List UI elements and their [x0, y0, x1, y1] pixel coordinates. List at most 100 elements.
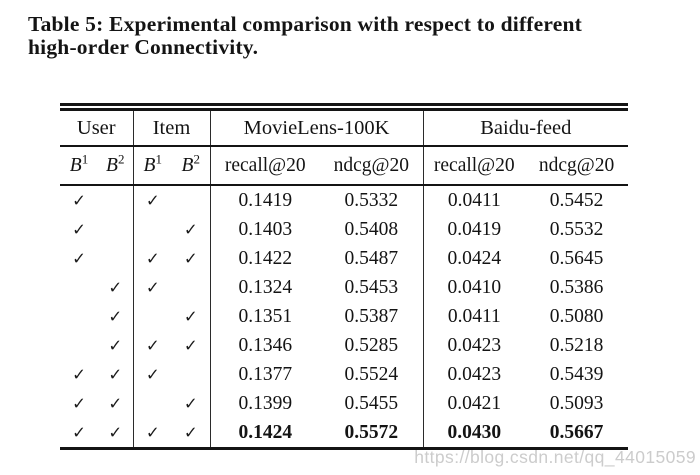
table-row: ✓ ✓ 0.1351 0.5387 0.0411 0.5080 — [60, 302, 628, 331]
check-item-b2 — [172, 360, 211, 389]
check-user-b2 — [98, 215, 134, 244]
table-row-best: ✓ ✓ ✓ ✓ 0.1424 0.5572 0.0430 0.5667 — [60, 418, 628, 449]
check-item-b1: ✓ — [145, 191, 160, 210]
bd-recall-value: 0.0423 — [447, 363, 502, 385]
subheader-bd-recall: recall@20 — [423, 146, 526, 186]
check-item-b2: ✓ — [172, 331, 211, 360]
watermark-url: https://blog.csdn.net/qq_44015059 — [414, 447, 696, 467]
ml-recall-value: 0.1424 — [238, 421, 293, 443]
bd-ndcg-value: 0.5218 — [549, 334, 604, 356]
b-symbol: B — [143, 154, 156, 176]
subheader-item-b2: B2 — [172, 146, 211, 186]
ml-ndcg-value: 0.5572 — [320, 418, 424, 449]
ml-ndcg-value: 0.5453 — [320, 273, 424, 302]
b-superscript: 1 — [81, 151, 89, 166]
check-item-b2 — [172, 185, 211, 215]
bd-ndcg-value: 0.5386 — [549, 276, 604, 298]
check-user-b1: ✓ — [72, 394, 86, 413]
ml-recall-value: 0.1403 — [238, 218, 293, 240]
bd-ndcg-value: 0.5667 — [549, 421, 604, 443]
bd-ndcg-value: 0.5439 — [549, 363, 604, 385]
check-item-b1: ✓ — [145, 423, 160, 442]
bd-recall-value: 0.0411 — [447, 189, 501, 211]
ml-ndcg-value: 0.5524 — [320, 360, 424, 389]
ml-ndcg-value: 0.5455 — [320, 389, 424, 418]
b-symbol: B — [106, 154, 118, 176]
subheader-bd-ndcg: ndcg@20 — [525, 146, 629, 186]
table-row: ✓ ✓ ✓ 0.1377 0.5524 0.0423 0.5439 — [60, 360, 628, 389]
bd-recall-value: 0.0424 — [447, 247, 502, 269]
ml-recall-value: 0.1351 — [238, 305, 293, 327]
check-user-b1: ✓ — [72, 365, 86, 384]
col-group-user: User — [60, 107, 134, 147]
table-row: ✓ ✓ ✓ 0.1422 0.5487 0.0424 0.5645 — [60, 244, 628, 273]
caption-line-2: high-order Connectivity. — [28, 35, 259, 59]
check-user-b2: ✓ — [98, 302, 134, 331]
check-item-b1: ✓ — [145, 278, 160, 297]
check-item-b2: ✓ — [172, 389, 211, 418]
check-user-b1 — [60, 302, 98, 331]
col-group-item: Item — [133, 107, 211, 147]
b-symbol: B — [181, 154, 194, 176]
check-user-b2 — [98, 185, 134, 215]
subheader-ml-recall: recall@20 — [210, 146, 321, 186]
ml-recall-value: 0.1377 — [238, 363, 293, 385]
subheader-ml-ndcg: ndcg@20 — [320, 146, 424, 186]
check-user-b1 — [60, 331, 98, 360]
bd-ndcg-value: 0.5093 — [549, 392, 604, 414]
check-user-b1: ✓ — [72, 423, 86, 442]
check-user-b1 — [60, 273, 98, 302]
check-item-b1 — [133, 302, 172, 331]
bd-ndcg-value: 0.5645 — [549, 247, 604, 269]
bd-recall-value: 0.0430 — [447, 421, 502, 443]
check-item-b1: ✓ — [145, 336, 160, 355]
ml-ndcg-value: 0.5285 — [320, 331, 424, 360]
col-group-movielens: MovieLens-100K — [210, 107, 424, 147]
ml-ndcg-value: 0.5332 — [320, 185, 424, 215]
bd-ndcg-value: 0.5532 — [549, 218, 604, 240]
check-user-b1: ✓ — [72, 191, 86, 210]
check-user-b2: ✓ — [98, 418, 134, 449]
check-item-b1: ✓ — [145, 249, 160, 268]
b-superscript: 1 — [155, 151, 162, 166]
b-superscript: 2 — [117, 151, 125, 166]
bd-ndcg-value: 0.5452 — [549, 189, 604, 211]
bd-recall-value: 0.0421 — [447, 392, 502, 414]
ml-ndcg-value: 0.5387 — [320, 302, 424, 331]
check-item-b2 — [172, 273, 211, 302]
table-row: ✓ ✓ 0.1419 0.5332 0.0411 0.5452 — [60, 185, 628, 215]
bd-recall-value: 0.0411 — [447, 305, 501, 327]
check-item-b2: ✓ — [172, 302, 211, 331]
table-row: ✓ ✓ 0.1324 0.5453 0.0410 0.5386 — [60, 273, 628, 302]
col-group-baidu: Baidu-feed — [423, 107, 629, 147]
caption-line-1: Table 5: Experimental comparison with re… — [28, 12, 583, 36]
table-row: ✓ ✓ 0.1403 0.5408 0.0419 0.5532 — [60, 215, 628, 244]
ml-recall-value: 0.1419 — [238, 189, 293, 211]
subheader-user-b2: B2 — [98, 146, 134, 186]
check-item-b2: ✓ — [172, 215, 211, 244]
table-row: ✓ ✓ ✓ 0.1346 0.5285 0.0423 0.5218 — [60, 331, 628, 360]
ml-ndcg-value: 0.5408 — [320, 215, 424, 244]
sub-header-row: B1 B2 B1 B2 recall@20 ndcg@20 recall@20 … — [60, 146, 629, 186]
check-user-b2: ✓ — [98, 331, 134, 360]
check-item-b1 — [133, 215, 172, 244]
check-item-b2: ✓ — [172, 244, 211, 273]
table-row: ✓ ✓ ✓ 0.1399 0.5455 0.0421 0.5093 — [60, 389, 628, 418]
check-user-b2: ✓ — [98, 273, 134, 302]
check-user-b1: ✓ — [72, 249, 86, 268]
check-item-b1 — [133, 389, 172, 418]
group-header-row: User Item MovieLens-100K Baidu-feed — [60, 107, 629, 147]
check-user-b2: ✓ — [98, 360, 134, 389]
bd-ndcg-value: 0.5080 — [549, 305, 604, 327]
ml-recall-value: 0.1346 — [238, 334, 293, 356]
table-caption: Table 5: Experimental comparison with re… — [28, 13, 688, 59]
b-symbol: B — [69, 154, 82, 176]
check-item-b2: ✓ — [172, 418, 211, 449]
bd-recall-value: 0.0410 — [447, 276, 502, 298]
check-user-b1: ✓ — [72, 220, 86, 239]
check-user-b2: ✓ — [98, 389, 134, 418]
results-table: User Item MovieLens-100K Baidu-feed B1 B… — [60, 103, 629, 450]
subheader-item-b1: B1 — [133, 146, 172, 186]
b-superscript: 2 — [193, 151, 200, 166]
